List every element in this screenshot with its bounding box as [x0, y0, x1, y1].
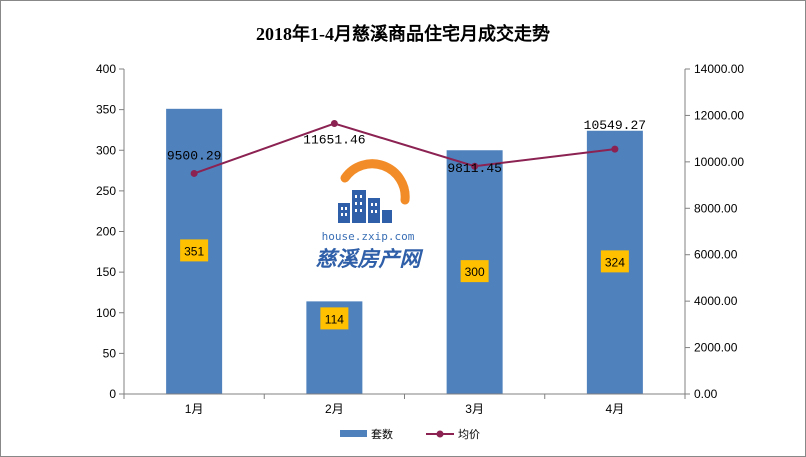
bar-label: 300 — [465, 265, 485, 279]
watermark: house.zxip.com 慈溪房产网 — [316, 159, 424, 271]
left-tick-label: 50 — [103, 346, 117, 360]
avg-price-label: 10549.27 — [584, 118, 646, 133]
left-tick-label: 350 — [96, 103, 116, 117]
left-tick-label: 200 — [96, 225, 116, 239]
bar-label: 324 — [605, 255, 625, 269]
legend: 套数 均价 — [340, 428, 480, 441]
bar-label-box — [460, 260, 489, 283]
right-tick-label: 14000.00 — [694, 62, 744, 76]
left-tick-label: 0 — [109, 387, 116, 401]
bar-label: 351 — [184, 244, 204, 258]
watermark-url: house.zxip.com — [322, 230, 415, 243]
watermark-arc-icon — [340, 159, 410, 205]
bar-label-box — [180, 239, 209, 262]
watermark-logo — [338, 159, 410, 223]
right-tick-label: 0.00 — [694, 387, 718, 401]
bar-label-box — [600, 250, 629, 273]
legend-bar-swatch — [340, 430, 367, 437]
legend-line-label: 均价 — [458, 428, 480, 441]
x-tick-label: 2月 — [325, 402, 344, 416]
legend-line-marker — [436, 430, 444, 438]
avg-price-label: 9811.45 — [447, 161, 502, 176]
left-tick-label: 300 — [96, 143, 116, 157]
x-tick-label: 4月 — [606, 402, 625, 416]
line-series — [190, 120, 619, 177]
building-icon — [368, 198, 380, 223]
right-tick-label: 10000.00 — [694, 155, 744, 169]
right-tick-label: 2000.00 — [694, 341, 738, 355]
legend-bar-label: 套数 — [371, 428, 393, 441]
avg-price-label: 9500.29 — [167, 148, 222, 163]
right-tick-label: 6000.00 — [694, 248, 738, 262]
bar-series — [166, 108, 643, 394]
left-tick-label: 100 — [96, 306, 116, 320]
avg-price-point — [611, 145, 619, 153]
watermark-name: 慈溪房产网 — [316, 246, 424, 271]
left-tick-label: 150 — [96, 265, 116, 279]
building-icon — [352, 190, 366, 223]
bar-label: 114 — [325, 312, 344, 326]
chart-title: 2018年1-4月慈溪商品住宅月成交走势 — [256, 23, 550, 44]
x-tick-label: 1月 — [185, 402, 204, 416]
building-icon — [338, 203, 350, 223]
right-tick-label: 4000.00 — [694, 294, 738, 308]
avg-price-point — [190, 169, 198, 177]
right-tick-label: 12000.00 — [694, 108, 744, 122]
right-tick-label: 8000.00 — [694, 201, 738, 215]
data-labels: 9500.29 11651.46 9811.45 10549.27 351 114 300 3… — [167, 118, 646, 330]
axes: 0501001502002503003504000.002000.004000.… — [96, 62, 744, 416]
avg-price-line — [193, 122, 615, 175]
bar-label-box — [320, 307, 349, 330]
left-tick-label: 250 — [96, 184, 116, 198]
building-icon — [382, 210, 392, 223]
avg-price-point — [330, 120, 338, 128]
avg-price-point — [471, 162, 479, 170]
x-tick-label: 3月 — [465, 402, 484, 416]
avg-price-label: 11651.46 — [303, 133, 365, 148]
left-tick-label: 400 — [96, 62, 116, 76]
